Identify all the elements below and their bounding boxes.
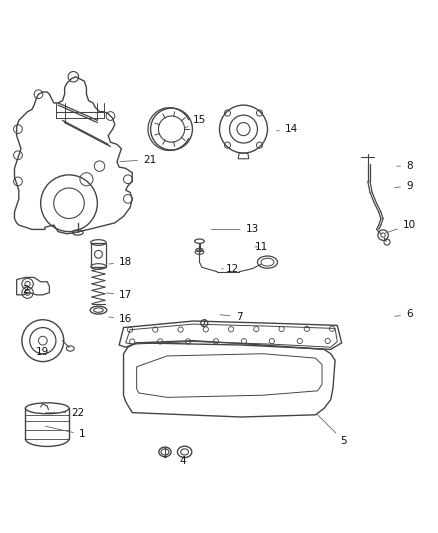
Text: 10: 10 xyxy=(385,220,415,233)
Text: 15: 15 xyxy=(184,115,206,128)
Text: 2: 2 xyxy=(22,284,34,295)
Text: 16: 16 xyxy=(109,314,132,324)
Text: 13: 13 xyxy=(211,224,258,235)
Text: 1: 1 xyxy=(46,426,85,439)
Text: 12: 12 xyxy=(221,264,239,273)
Bar xyxy=(91,243,106,266)
Text: 6: 6 xyxy=(394,310,412,319)
Text: 21: 21 xyxy=(120,155,156,165)
Text: 18: 18 xyxy=(109,257,132,267)
Text: 17: 17 xyxy=(106,290,132,300)
Text: 5: 5 xyxy=(317,415,346,446)
Text: 11: 11 xyxy=(254,242,267,252)
Text: 8: 8 xyxy=(396,161,412,171)
Text: 4: 4 xyxy=(173,454,185,466)
Text: 14: 14 xyxy=(276,124,297,134)
Text: 7: 7 xyxy=(219,312,242,322)
Text: 22: 22 xyxy=(46,408,84,418)
Text: 9: 9 xyxy=(394,181,412,191)
Text: 19: 19 xyxy=(36,341,49,357)
